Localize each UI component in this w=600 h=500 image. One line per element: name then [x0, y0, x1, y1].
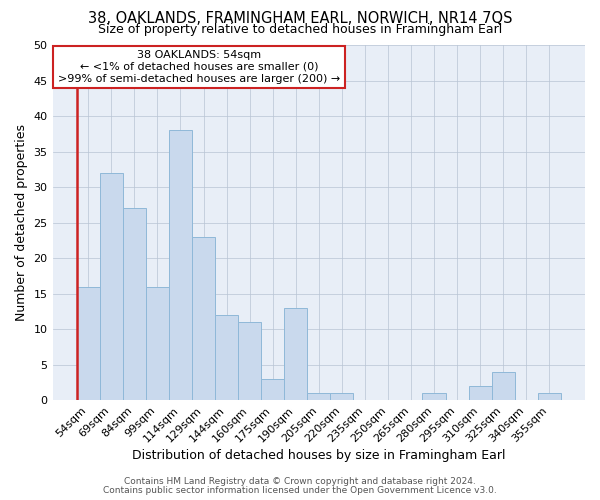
Text: 38, OAKLANDS, FRAMINGHAM EARL, NORWICH, NR14 7QS: 38, OAKLANDS, FRAMINGHAM EARL, NORWICH, …: [88, 11, 512, 26]
Bar: [169, 130, 192, 400]
Bar: [330, 393, 353, 400]
Bar: [469, 386, 491, 400]
Text: 38 OAKLANDS: 54sqm
← <1% of detached houses are smaller (0)
>99% of semi-detache: 38 OAKLANDS: 54sqm ← <1% of detached hou…: [58, 50, 340, 84]
Bar: [146, 286, 169, 400]
Bar: [261, 379, 284, 400]
Text: Contains HM Land Registry data © Crown copyright and database right 2024.: Contains HM Land Registry data © Crown c…: [124, 477, 476, 486]
Y-axis label: Number of detached properties: Number of detached properties: [15, 124, 28, 321]
Bar: [238, 322, 261, 400]
Bar: [192, 237, 215, 400]
Bar: [215, 315, 238, 400]
Bar: [123, 208, 146, 400]
Bar: [284, 308, 307, 400]
Bar: [538, 393, 561, 400]
Bar: [100, 173, 123, 400]
Bar: [422, 393, 446, 400]
X-axis label: Distribution of detached houses by size in Framingham Earl: Distribution of detached houses by size …: [132, 450, 506, 462]
Text: Contains public sector information licensed under the Open Government Licence v3: Contains public sector information licen…: [103, 486, 497, 495]
Text: Size of property relative to detached houses in Framingham Earl: Size of property relative to detached ho…: [98, 22, 502, 36]
Bar: [77, 286, 100, 400]
Bar: [491, 372, 515, 400]
Bar: [307, 393, 330, 400]
